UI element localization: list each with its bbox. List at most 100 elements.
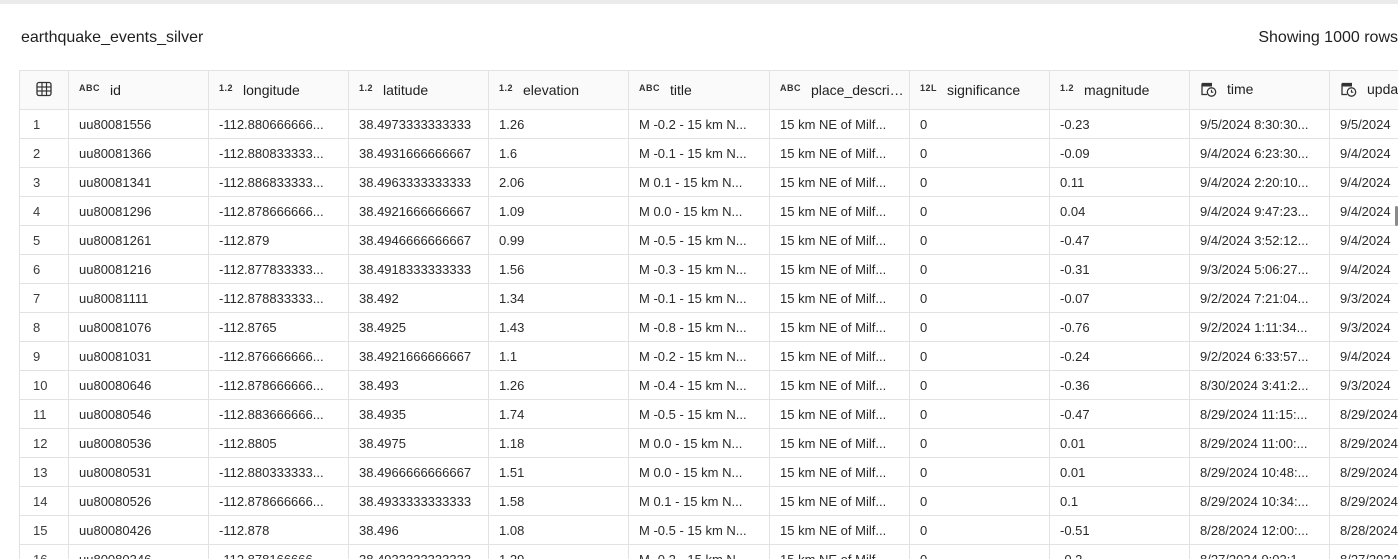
- cell-longitude[interactable]: -112.879: [208, 225, 349, 255]
- table-grid-icon[interactable]: [19, 70, 69, 110]
- row-number[interactable]: 6: [19, 254, 69, 284]
- cell-significance[interactable]: 0: [909, 167, 1050, 197]
- cell-longitude[interactable]: -112.880666666...: [208, 109, 349, 139]
- table-row[interactable]: 3 uu80081341 -112.886833333... 38.496333333…: [19, 167, 1398, 197]
- cell-significance[interactable]: 0: [909, 370, 1050, 400]
- cell-title[interactable]: M -0.5 - 15 km N...: [628, 225, 770, 255]
- cell-place-description[interactable]: 15 km NE of Milf...: [769, 428, 910, 458]
- cell-updated[interactable]: 9/5/2024: [1329, 109, 1398, 139]
- row-number[interactable]: 4: [19, 196, 69, 226]
- cell-latitude[interactable]: 38.493: [348, 370, 489, 400]
- cell-latitude[interactable]: 38.4966666666667: [348, 457, 489, 487]
- cell-place-description[interactable]: 15 km NE of Milf...: [769, 138, 910, 168]
- cell-significance[interactable]: 0: [909, 225, 1050, 255]
- cell-title[interactable]: M 0.1 - 15 km N...: [628, 486, 770, 516]
- cell-title[interactable]: M -0.5 - 15 km N...: [628, 515, 770, 545]
- cell-latitude[interactable]: 38.4935: [348, 399, 489, 429]
- cell-id[interactable]: uu80081216: [68, 254, 209, 284]
- cell-magnitude[interactable]: -0.09: [1049, 138, 1190, 168]
- cell-place-description[interactable]: 15 km NE of Milf...: [769, 370, 910, 400]
- cell-updated[interactable]: 9/4/2024: [1329, 341, 1398, 371]
- row-number[interactable]: 7: [19, 283, 69, 313]
- cell-longitude[interactable]: -112.878666666...: [208, 196, 349, 226]
- column-header-time[interactable]: time: [1189, 70, 1330, 110]
- cell-title[interactable]: M -0.8 - 15 km N...: [628, 312, 770, 342]
- column-header-place-description[interactable]: ABC place_description: [769, 70, 910, 110]
- cell-time[interactable]: 9/4/2024 3:52:12...: [1189, 225, 1330, 255]
- cell-magnitude[interactable]: -0.47: [1049, 225, 1190, 255]
- cell-time[interactable]: 9/5/2024 8:30:30...: [1189, 109, 1330, 139]
- cell-elevation[interactable]: 1.29: [488, 544, 629, 559]
- column-header-longitude[interactable]: 1.2 longitude: [208, 70, 349, 110]
- cell-elevation[interactable]: 1.34: [488, 283, 629, 313]
- cell-id[interactable]: uu80081556: [68, 109, 209, 139]
- table-row[interactable]: 5 uu80081261 -112.879 38.4946666666667 0.99 M…: [19, 225, 1398, 255]
- row-number[interactable]: 12: [19, 428, 69, 458]
- cell-updated[interactable]: 8/29/2024: [1329, 399, 1398, 429]
- cell-place-description[interactable]: 15 km NE of Milf...: [769, 167, 910, 197]
- cell-id[interactable]: uu80080531: [68, 457, 209, 487]
- table-row[interactable]: 13 uu80080531 -112.880333333... 38.49666666…: [19, 457, 1398, 487]
- cell-latitude[interactable]: 38.4921666666667: [348, 341, 489, 371]
- cell-id[interactable]: uu80080646: [68, 370, 209, 400]
- row-number[interactable]: 13: [19, 457, 69, 487]
- table-row[interactable]: 1 uu80081556 -112.880666666... 38.497333333…: [19, 109, 1398, 139]
- vertical-scrollbar[interactable]: [1395, 206, 1398, 226]
- cell-significance[interactable]: 0: [909, 254, 1050, 284]
- cell-updated[interactable]: 9/3/2024: [1329, 312, 1398, 342]
- cell-magnitude[interactable]: 0.11: [1049, 167, 1190, 197]
- cell-latitude[interactable]: 38.496: [348, 515, 489, 545]
- cell-latitude[interactable]: 38.4931666666667: [348, 138, 489, 168]
- cell-elevation[interactable]: 1.26: [488, 370, 629, 400]
- cell-latitude[interactable]: 38.4921666666667: [348, 196, 489, 226]
- cell-title[interactable]: M -0.5 - 15 km N...: [628, 399, 770, 429]
- cell-title[interactable]: M -0.3 - 15 km N...: [628, 254, 770, 284]
- cell-updated[interactable]: 9/4/2024: [1329, 225, 1398, 255]
- row-number[interactable]: 16: [19, 544, 69, 559]
- cell-magnitude[interactable]: 0.01: [1049, 457, 1190, 487]
- table-row[interactable]: 10 uu80080646 -112.878666666... 38.493 1.26 M…: [19, 370, 1398, 400]
- column-header-updated[interactable]: updated: [1329, 70, 1398, 110]
- row-number[interactable]: 1: [19, 109, 69, 139]
- table-row[interactable]: 14 uu80080526 -112.878666666... 38.49333333…: [19, 486, 1398, 516]
- cell-elevation[interactable]: 1.43: [488, 312, 629, 342]
- cell-significance[interactable]: 0: [909, 196, 1050, 226]
- cell-significance[interactable]: 0: [909, 341, 1050, 371]
- cell-id[interactable]: uu80080346: [68, 544, 209, 559]
- row-number[interactable]: 8: [19, 312, 69, 342]
- cell-updated[interactable]: 8/29/2024: [1329, 457, 1398, 487]
- cell-time[interactable]: 8/29/2024 10:48:...: [1189, 457, 1330, 487]
- cell-longitude[interactable]: -112.878166666...: [208, 544, 349, 559]
- cell-significance[interactable]: 0: [909, 457, 1050, 487]
- cell-latitude[interactable]: 38.4963333333333: [348, 167, 489, 197]
- cell-latitude[interactable]: 38.4933333333333: [348, 486, 489, 516]
- cell-longitude[interactable]: -112.883666666...: [208, 399, 349, 429]
- cell-id[interactable]: uu80081031: [68, 341, 209, 371]
- cell-longitude[interactable]: -112.878666666...: [208, 370, 349, 400]
- cell-time[interactable]: 8/30/2024 3:41:2...: [1189, 370, 1330, 400]
- cell-magnitude[interactable]: -0.76: [1049, 312, 1190, 342]
- cell-magnitude[interactable]: 0.1: [1049, 486, 1190, 516]
- row-number[interactable]: 9: [19, 341, 69, 371]
- cell-updated[interactable]: 8/27/2024: [1329, 544, 1398, 559]
- table-row[interactable]: 4 uu80081296 -112.878666666... 38.492166666…: [19, 196, 1398, 226]
- cell-id[interactable]: uu80081296: [68, 196, 209, 226]
- row-number[interactable]: 15: [19, 515, 69, 545]
- cell-elevation[interactable]: 1.18: [488, 428, 629, 458]
- cell-title[interactable]: M 0.0 - 15 km N...: [628, 428, 770, 458]
- cell-place-description[interactable]: 15 km NE of Milf...: [769, 486, 910, 516]
- column-header-elevation[interactable]: 1.2 elevation: [488, 70, 629, 110]
- cell-place-description[interactable]: 15 km NE of Milf...: [769, 312, 910, 342]
- cell-time[interactable]: 9/4/2024 6:23:30...: [1189, 138, 1330, 168]
- table-row[interactable]: 16 uu80080346 -112.878166666... 38.49333333…: [19, 544, 1398, 559]
- cell-elevation[interactable]: 1.09: [488, 196, 629, 226]
- table-row[interactable]: 6 uu80081216 -112.877833333... 38.491833333…: [19, 254, 1398, 284]
- cell-significance[interactable]: 0: [909, 428, 1050, 458]
- cell-title[interactable]: M 0.0 - 15 km N...: [628, 457, 770, 487]
- row-number[interactable]: 11: [19, 399, 69, 429]
- cell-place-description[interactable]: 15 km NE of Milf...: [769, 341, 910, 371]
- cell-significance[interactable]: 0: [909, 515, 1050, 545]
- cell-time[interactable]: 9/2/2024 6:33:57...: [1189, 341, 1330, 371]
- table-row[interactable]: 8 uu80081076 -112.8765 38.4925 1.43 M -0.8 - …: [19, 312, 1398, 342]
- row-number[interactable]: 5: [19, 225, 69, 255]
